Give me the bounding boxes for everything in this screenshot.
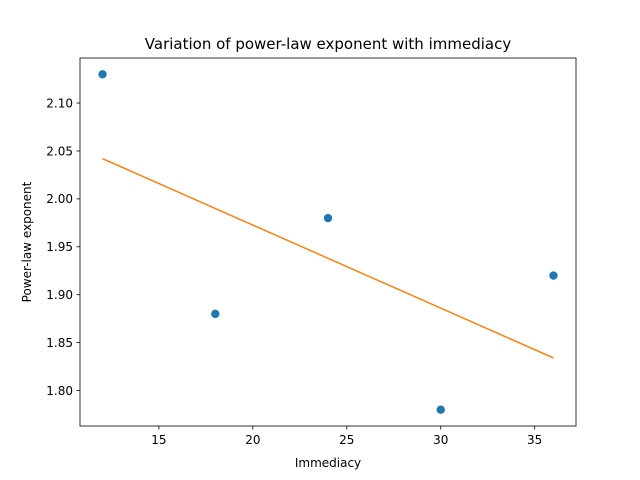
y-tick-label: 2.05	[46, 144, 73, 158]
axes: 15 20 25 30 35 1.80 1.85 1.90 1.95 2.00 2.05 2.10	[46, 57, 577, 447]
data-point	[98, 70, 107, 79]
x-axis-label: Immediacy	[295, 456, 361, 470]
data-point	[211, 309, 220, 319]
plot-area	[98, 70, 558, 414]
trend-line	[102, 157, 554, 359]
data-point	[323, 213, 333, 223]
y-tick-label: 1.85	[46, 336, 73, 350]
x-tick-label: 30	[433, 433, 448, 447]
y-tick-label: 1.90	[46, 288, 73, 302]
data-point	[549, 271, 558, 280]
x-tick-label: 25	[339, 433, 354, 447]
y-tick-label: 1.80	[46, 384, 73, 398]
x-tick-label: 15	[151, 433, 166, 447]
y-tick-label: 1.95	[46, 240, 73, 254]
y-tick-label: 2.00	[46, 192, 73, 206]
x-tick-label: 35	[527, 433, 542, 447]
data-point	[436, 405, 445, 414]
y-tick-label: 2.10	[46, 96, 73, 110]
y-axis-label: Power-law exponent	[20, 181, 34, 302]
axes-frame	[79, 57, 577, 427]
x-tick-label: 20	[245, 433, 260, 447]
chart-title: Variation of power-law exponent with imm…	[145, 35, 512, 53]
